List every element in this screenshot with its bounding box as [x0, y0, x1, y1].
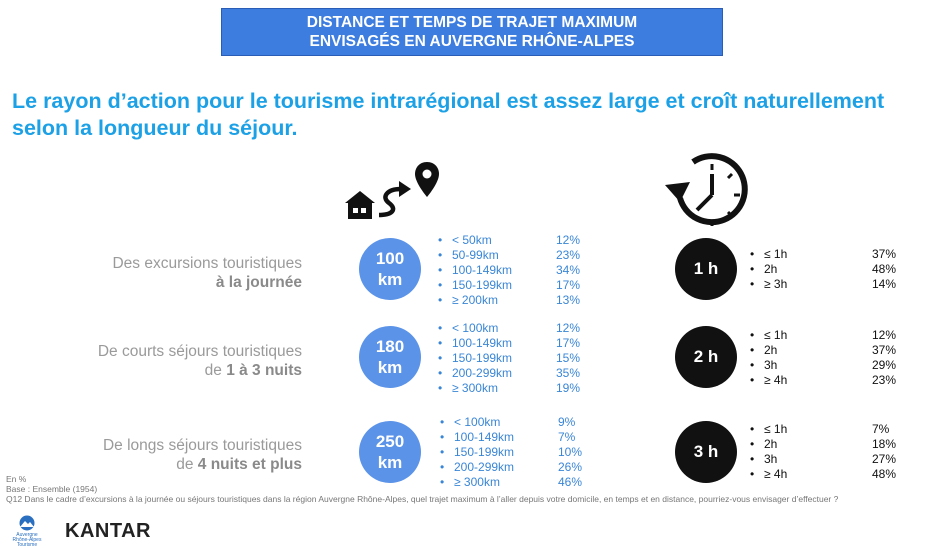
list-item: • ≥ 4h 48% — [750, 467, 897, 481]
list-item: • 2h 48% — [750, 262, 897, 276]
distance-circle: 100 km — [359, 238, 421, 300]
list-item: • ≥ 300km 46% — [440, 475, 583, 489]
time-list: • ≤ 1h 37% • 2h 48% • ≥ 3h 14% — [750, 247, 896, 292]
list-item: • 2h 18% — [750, 437, 897, 451]
list-item: • ≤ 1h 12% — [750, 328, 897, 342]
time-circle: 1 h — [675, 238, 737, 300]
row-label-long-stays: De longs séjours touristiques de 4 nuits… — [102, 437, 302, 473]
distance-circle: 180 km — [359, 326, 421, 388]
list-item: • 100-149km 17% — [438, 336, 581, 350]
time-circle: 3 h — [675, 421, 737, 483]
list-item: • 3h 29% — [750, 358, 897, 372]
time-list: • ≤ 1h 12% • 2h 37% • 3h 29% • ≥ 4h 23% — [750, 328, 896, 388]
distance-list: • < 100km 9% • 100-149km 7% • 150-199km 10% • 2… — [440, 415, 582, 490]
list-item: • ≥ 200km 13% — [438, 293, 581, 307]
row-label-short-stays: De courts séjours touristiques de 1 à 3 … — [97, 343, 302, 379]
list-item: • 3h 27% — [750, 452, 897, 466]
list-item: • < 100km 12% — [438, 321, 581, 335]
list-item: • 50-99km 23% — [438, 248, 581, 262]
title-line-2: ENVISAGÉS EN AUVERGNE RHÔNE-ALPES — [309, 33, 635, 50]
house-route-pin-icon — [345, 162, 439, 219]
distance-list: • < 50km 12% • 50-99km 23% • 100-149km 34% • 15… — [438, 233, 580, 308]
list-item: • 100-149km 34% — [438, 263, 581, 277]
time-list: • ≤ 1h 7% • 2h 18% • 3h 27% • ≥ 4h 48% — [750, 422, 896, 482]
list-item: • 150-199km 17% — [438, 278, 581, 292]
list-item: • ≤ 1h 37% — [750, 247, 897, 261]
footnote-question: Q12 Dans le cadre d’excursions à la jour… — [6, 494, 839, 504]
distance-list: • < 100km 12% • 100-149km 17% • 150-199km 15% … — [438, 321, 580, 396]
title-line-1: DISTANCE ET TEMPS DE TRAJET MAXIMUM — [306, 14, 638, 31]
list-item: • ≥ 300km 19% — [438, 381, 581, 395]
list-item: • 200-299km 26% — [440, 460, 583, 474]
kantar-logo: KANTAR — [65, 520, 151, 542]
distance-circle: 250 km — [359, 421, 421, 483]
list-item: • < 100km 9% — [440, 415, 576, 429]
mountain-logo-icon — [19, 515, 35, 531]
list-item: • 100-149km 7% — [440, 430, 576, 444]
list-item: • < 50km 12% — [438, 233, 581, 247]
list-item: • ≥ 3h 14% — [750, 277, 897, 291]
footnote-base: Base : Ensemble (1954) — [6, 484, 98, 494]
time-circle: 2 h — [675, 326, 737, 388]
list-item: • ≤ 1h 7% — [750, 422, 890, 436]
title-banner: DISTANCE ET TEMPS DE TRAJET MAXIMUM ENVI… — [221, 8, 723, 56]
row-label-day-trips: Des excursions touristiques à la journée — [112, 255, 302, 291]
footnote-unit: En % — [6, 474, 27, 484]
headline: Le rayon d’action pour le tourisme intra… — [12, 89, 885, 140]
list-item: • 150-199km 15% — [438, 351, 581, 365]
list-item: • 150-199km 10% — [440, 445, 583, 459]
list-item: • ≥ 4h 23% — [750, 373, 897, 387]
list-item: • 200-299km 35% — [438, 366, 581, 380]
region-logo: Auvergne Rhône-Alpes Tourisme — [12, 515, 42, 548]
list-item: • 2h 37% — [750, 343, 897, 357]
clock-icon — [665, 153, 748, 226]
